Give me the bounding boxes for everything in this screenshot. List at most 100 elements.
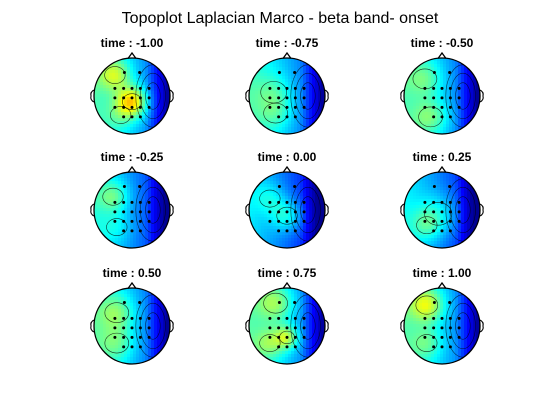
scalp-cell bbox=[419, 226, 423, 230]
scalp-cell bbox=[422, 88, 426, 92]
scalp-cell bbox=[300, 300, 304, 304]
scalp-cell bbox=[440, 100, 444, 104]
scalp-cell bbox=[282, 327, 286, 331]
scalp-cell bbox=[458, 217, 462, 221]
scalp-cell bbox=[106, 312, 110, 316]
scalp-cell bbox=[425, 223, 429, 227]
electrode-marker bbox=[457, 86, 461, 90]
scalp-cell bbox=[318, 193, 322, 197]
scalp-cell bbox=[455, 184, 459, 188]
scalp-cell bbox=[306, 202, 310, 206]
scalp-cell bbox=[112, 232, 116, 236]
scalp-cell bbox=[160, 333, 164, 337]
scalp-cell bbox=[288, 178, 292, 182]
scalp-cell bbox=[151, 88, 155, 92]
scalp-cell bbox=[145, 94, 149, 98]
scalp-cell bbox=[452, 61, 456, 65]
scalp-cell bbox=[279, 175, 283, 179]
scalp-cell bbox=[288, 348, 292, 352]
scalp-cell bbox=[306, 315, 310, 319]
scalp-cell bbox=[124, 217, 128, 221]
scalp-cell bbox=[306, 118, 310, 122]
scalp-cell bbox=[446, 303, 450, 307]
scalp-cell bbox=[100, 303, 104, 307]
scalp-cell bbox=[142, 184, 146, 188]
scalp-cell bbox=[410, 306, 414, 310]
scalp-cell bbox=[309, 91, 313, 95]
scalp-cell bbox=[470, 106, 474, 110]
scalp-cell bbox=[303, 64, 307, 68]
scalp-cell bbox=[443, 112, 447, 116]
scalp-cell bbox=[258, 348, 262, 352]
scalp-cell bbox=[109, 208, 113, 212]
scalp-cell bbox=[130, 297, 134, 301]
scalp-cell bbox=[407, 91, 411, 95]
scalp-cell bbox=[288, 70, 292, 74]
scalp-cell bbox=[115, 193, 119, 197]
scalp-cell bbox=[312, 70, 316, 74]
scalp-cell bbox=[282, 67, 286, 71]
scalp-cell bbox=[422, 205, 426, 209]
scalp-cell bbox=[264, 70, 268, 74]
scalp-cell bbox=[276, 226, 280, 230]
scalp-cell bbox=[142, 67, 146, 71]
scalp-cell bbox=[133, 214, 137, 218]
scalp-cell bbox=[428, 232, 432, 236]
scalp-cell bbox=[276, 241, 280, 245]
scalp-cell bbox=[437, 121, 441, 125]
scalp-cell bbox=[267, 354, 271, 358]
scalp-cell bbox=[118, 91, 122, 95]
scalp-cell bbox=[404, 226, 408, 230]
scalp-cell bbox=[464, 217, 468, 221]
scalp-cell bbox=[428, 291, 432, 295]
scalp-cell bbox=[100, 351, 104, 355]
scalp-cell bbox=[130, 82, 134, 86]
scalp-cell bbox=[273, 85, 277, 89]
scalp-cell bbox=[124, 79, 128, 83]
scalp-cell bbox=[294, 291, 298, 295]
scalp-cell bbox=[145, 118, 149, 122]
scalp-cell bbox=[416, 181, 420, 185]
scalp-cell bbox=[291, 199, 295, 203]
scalp-cell bbox=[258, 217, 262, 221]
scalp-cell bbox=[291, 232, 295, 236]
scalp-cell bbox=[148, 342, 152, 346]
scalp-cell bbox=[112, 193, 116, 197]
scalp-cell bbox=[294, 288, 298, 292]
scalp-cell bbox=[139, 354, 143, 358]
scalp-cell bbox=[261, 193, 265, 197]
scalp-cell bbox=[145, 297, 149, 301]
scalp-cell bbox=[425, 97, 429, 101]
scalp-cell bbox=[121, 94, 125, 98]
scalp-cell bbox=[294, 73, 298, 77]
scalp-cell bbox=[452, 106, 456, 110]
electrode-marker bbox=[293, 219, 297, 223]
scalp-cell bbox=[312, 193, 316, 197]
scalp-cell bbox=[273, 211, 277, 215]
scalp-cell bbox=[434, 109, 438, 113]
scalp-cell bbox=[115, 184, 119, 188]
scalp-cell bbox=[97, 79, 101, 83]
scalp-cell bbox=[321, 91, 325, 95]
scalp-cell bbox=[461, 100, 465, 104]
scalp-cell bbox=[446, 172, 450, 176]
scalp-cell bbox=[273, 109, 277, 113]
electrode-marker bbox=[122, 335, 126, 339]
scalp-cell bbox=[291, 288, 295, 292]
scalp-cell bbox=[124, 226, 128, 230]
scalp-cell bbox=[428, 214, 432, 218]
scalp-cell bbox=[106, 324, 110, 328]
scalp-cell bbox=[121, 61, 125, 65]
scalp-cell bbox=[422, 187, 426, 191]
scalp-cell bbox=[142, 208, 146, 212]
scalp-cell bbox=[106, 333, 110, 337]
scalp-cell bbox=[419, 220, 423, 224]
scalp-cell bbox=[264, 67, 268, 71]
scalp-cell bbox=[306, 211, 310, 215]
scalp-cell bbox=[124, 324, 128, 328]
scalp-cell bbox=[425, 64, 429, 68]
scalp-cell bbox=[419, 196, 423, 200]
scalp-cell bbox=[258, 336, 262, 340]
scalp-cell bbox=[94, 211, 98, 215]
scalp-cell bbox=[431, 241, 435, 245]
